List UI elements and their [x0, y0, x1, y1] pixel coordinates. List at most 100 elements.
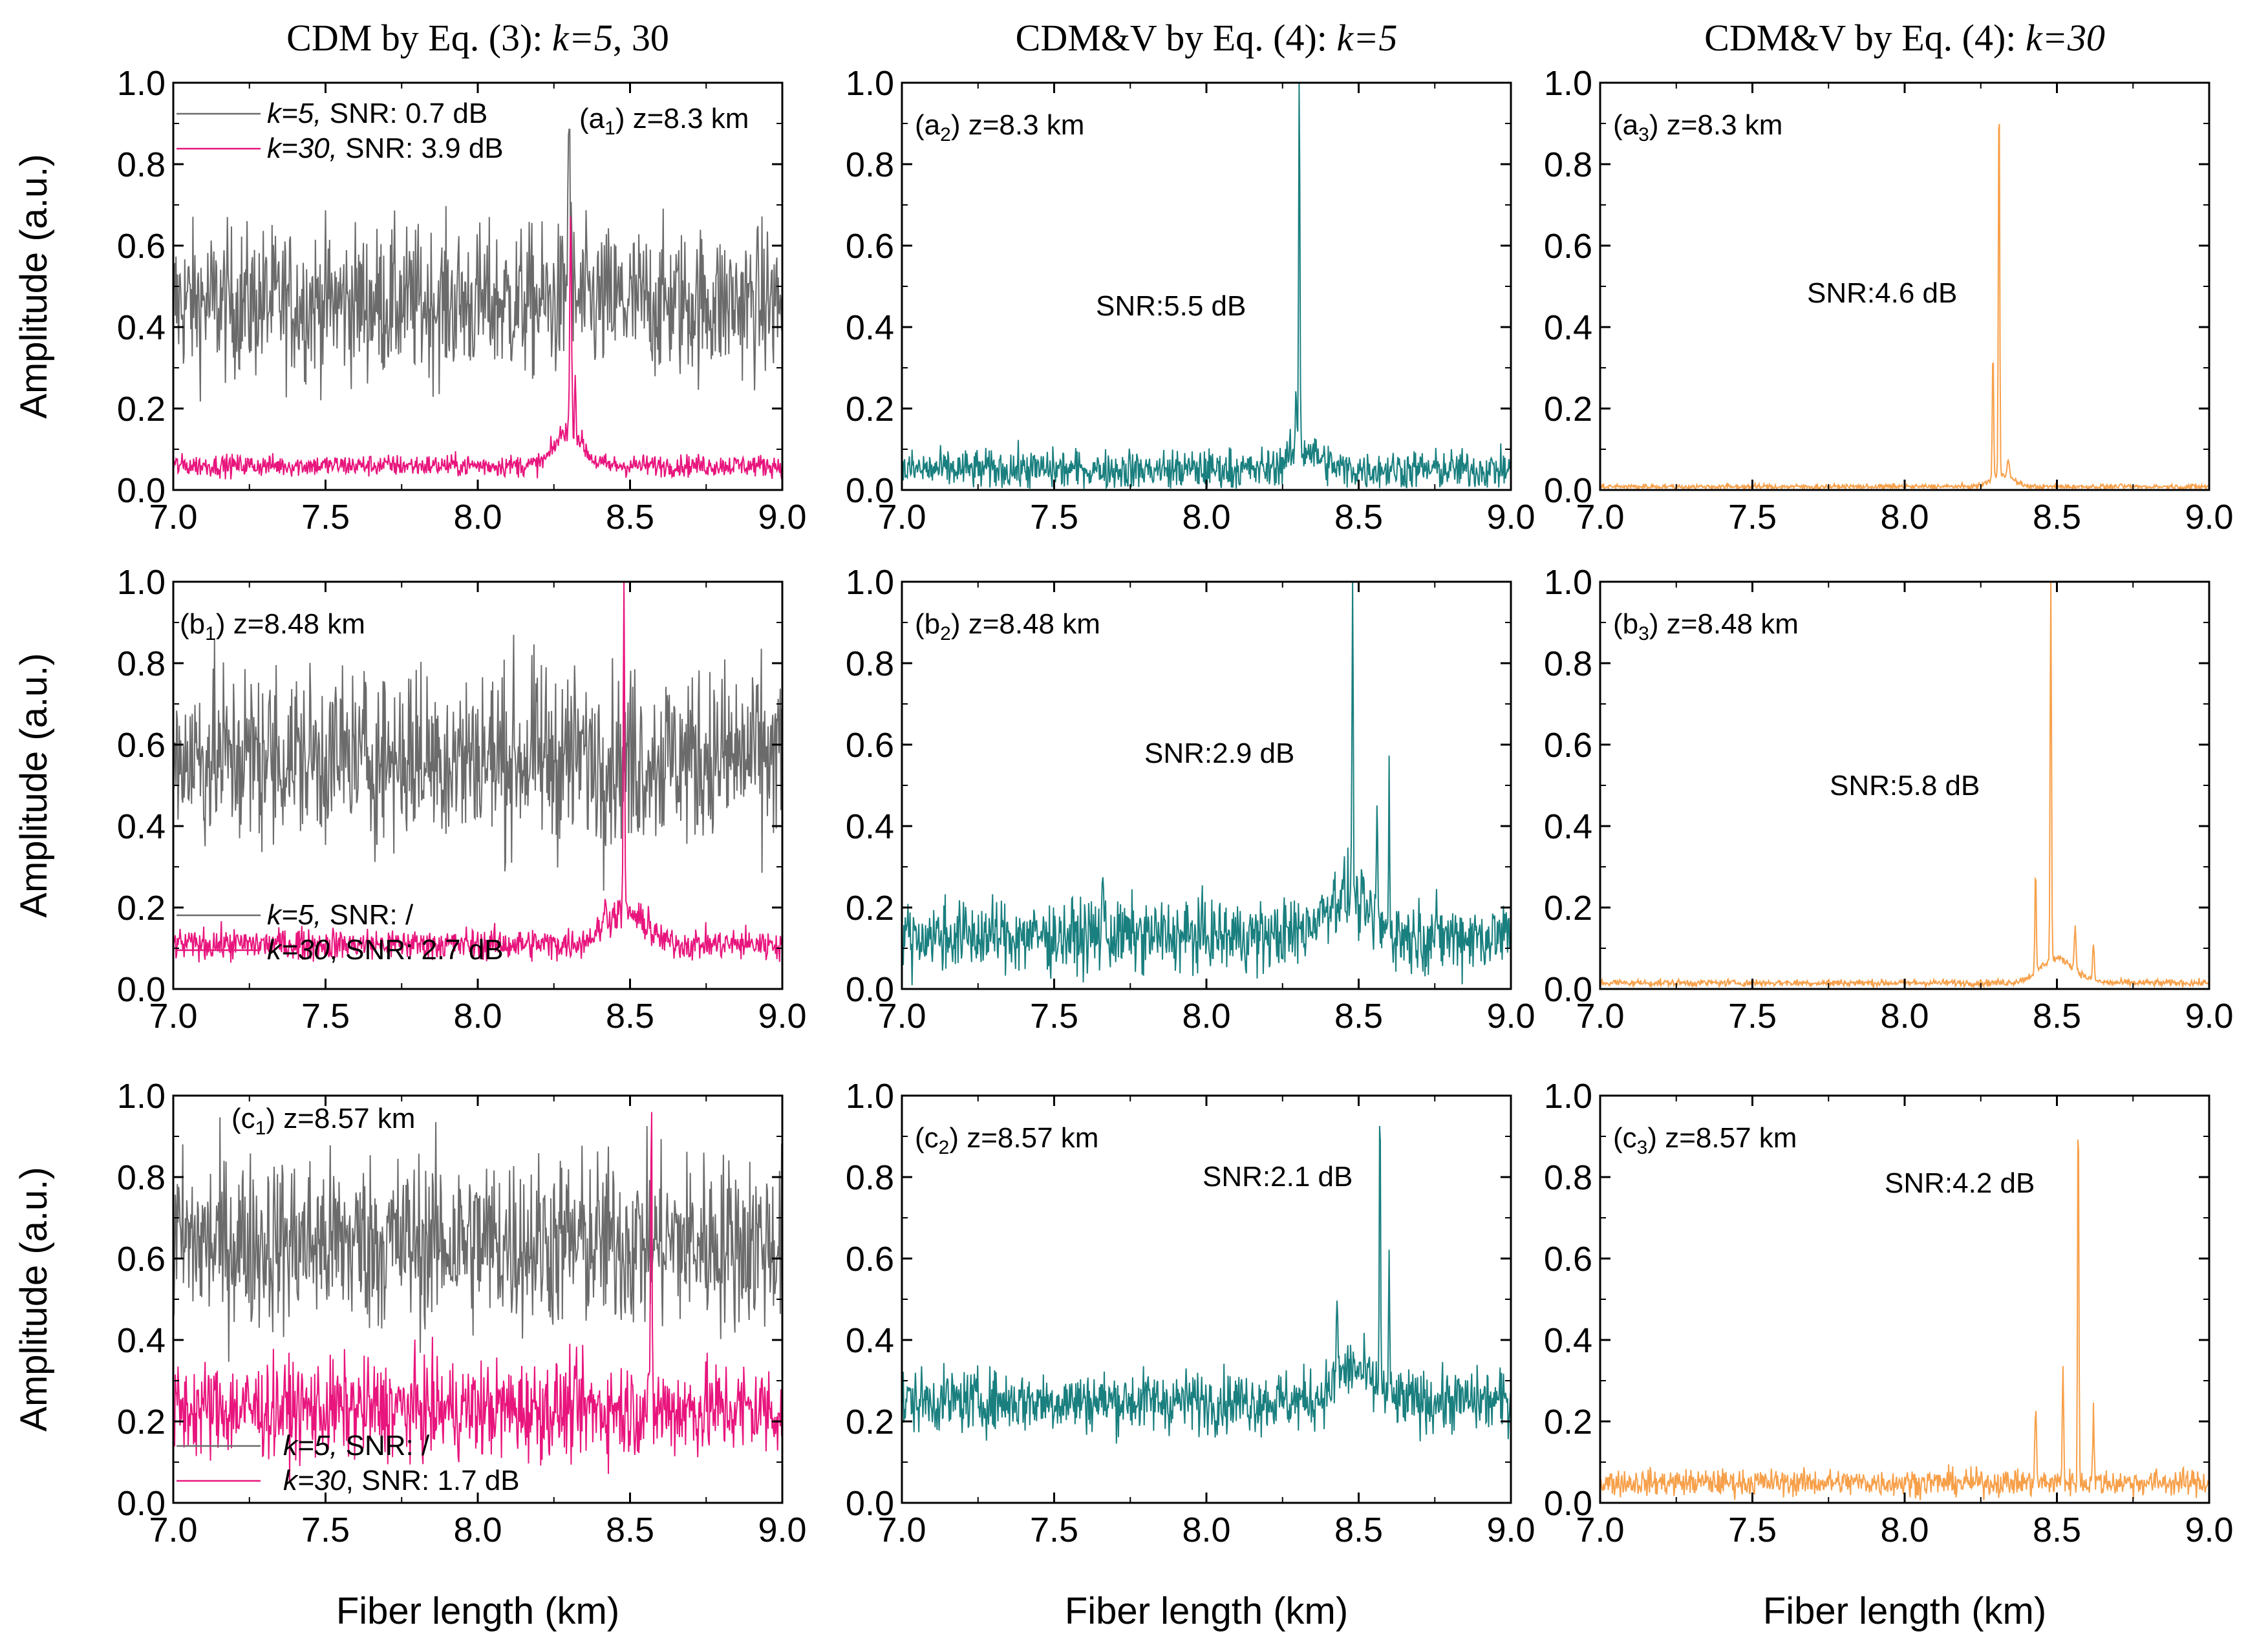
x-tick-label: 9.0 — [1486, 498, 1535, 537]
y-tick-label: 0.0 — [1544, 1484, 1592, 1523]
panel-label-letter: (b — [180, 608, 205, 640]
panel-label-letter: (b — [1613, 608, 1638, 640]
y-tick-label: 0.4 — [117, 308, 166, 347]
panel-label-position: ) z=8.48 km — [951, 608, 1100, 640]
y-tick-label: 0.6 — [1544, 726, 1592, 765]
x-tick-label: 7.0 — [1576, 1511, 1624, 1549]
x-tick-label: 8.0 — [453, 1511, 502, 1549]
y-tick-label: 0.8 — [1544, 644, 1592, 683]
y-tick-label: 0.0 — [117, 970, 166, 1009]
y-tick-label: 0.8 — [117, 1158, 166, 1197]
x-tick-label: 9.0 — [758, 997, 806, 1036]
x-tick-label: 7.0 — [149, 997, 197, 1036]
y-tick-label: 0.0 — [846, 970, 894, 1009]
series-line-k=5 — [173, 635, 782, 891]
x-tick-label: 8.0 — [1182, 997, 1230, 1036]
legend-entry: k=5, SNR: / — [283, 1430, 430, 1461]
y-tick-label: 0.0 — [1544, 471, 1592, 510]
snr-annotation: SNR:5.8 dB — [1830, 770, 1980, 802]
y-tick-label: 0.8 — [117, 644, 166, 683]
y-tick-label: 0.4 — [1544, 308, 1592, 347]
legend-entry: k=5, SNR: 0.7 dB — [267, 98, 487, 129]
panel-label-position: ) z=8.48 km — [216, 608, 365, 640]
series-line-k=30 — [1600, 1139, 2209, 1501]
plot-frame — [901, 1094, 1512, 1504]
y-tick-label: 0.8 — [1544, 1158, 1592, 1197]
x-tick-label: 7.5 — [1728, 997, 1777, 1036]
panel-label-subscript: 2 — [940, 623, 951, 644]
y-tick-label: 1.0 — [1544, 1077, 1592, 1116]
x-tick-label: 8.0 — [1880, 498, 1929, 537]
legend-key: k=5, — [267, 899, 321, 931]
x-tick-label: 9.0 — [1486, 1511, 1535, 1549]
x-tick-label: 8.5 — [2033, 997, 2081, 1036]
x-tick-label: 7.5 — [1030, 498, 1078, 537]
panel-a1: 0.0 0.2 0.4 0.6 0.8 1.0 7.0 7.5 8.0 8.5 9.0 (a1) z=… — [117, 64, 807, 537]
y-tick-label: 0.2 — [117, 390, 166, 429]
y-tick-label: 0.6 — [846, 726, 894, 765]
column-title-suffix: , 30 — [613, 17, 669, 59]
column-title-prefix: CDM&V by Eq. (4): — [1016, 17, 1337, 59]
y-tick-label: 0.8 — [1544, 145, 1592, 184]
panel-label-letter: (a — [1613, 109, 1639, 141]
snr-annotation: SNR:2.1 dB — [1203, 1161, 1353, 1193]
x-tick-label: 7.5 — [301, 1511, 350, 1549]
panel-label: (b1) z=8.48 km — [180, 608, 365, 644]
x-tick-label: 8.0 — [1182, 1511, 1230, 1549]
column-title-3: CDM&V by Eq. (4): k=30 — [1704, 17, 2105, 59]
x-tick-label: 9.0 — [2185, 498, 2233, 537]
panel-label: (b2) z=8.48 km — [915, 608, 1100, 644]
panel-label-subscript: 1 — [255, 1118, 266, 1139]
x-tick-label: 9.0 — [758, 1511, 806, 1549]
x-tick-label: 7.0 — [877, 498, 926, 537]
legend-text: SNR: / — [337, 1430, 430, 1461]
x-tick-label: 7.5 — [301, 498, 350, 537]
x-tick-label: 8.5 — [2033, 1511, 2081, 1549]
y-tick-label: 0.2 — [1544, 1403, 1592, 1441]
panel-label: (c1) z=8.57 km — [231, 1103, 415, 1139]
x-tick-label: 9.0 — [1486, 997, 1535, 1036]
legend-entry: k=30, SNR: 3.9 dB — [267, 133, 504, 164]
y-tick-label: 0.4 — [846, 308, 894, 347]
y-axis-label-row-3: Amplitude (a.u.) — [13, 1167, 55, 1431]
y-tick-label: 0.2 — [1544, 889, 1592, 928]
snr-annotation: SNR:4.2 dB — [1885, 1167, 2035, 1199]
panel-label-subscript: 2 — [939, 1137, 950, 1158]
y-tick-label: 0.6 — [846, 227, 894, 266]
panel-label: (c2) z=8.57 km — [915, 1122, 1098, 1158]
y-tick-label: 0.8 — [846, 145, 894, 184]
x-tick-label: 8.5 — [606, 1511, 654, 1549]
legend-entry: k=5, SNR: / — [267, 899, 414, 931]
y-tick-label: 1.0 — [1544, 563, 1592, 602]
x-tick-label: 7.5 — [1728, 1511, 1777, 1549]
panel-label-position: ) z=8.57 km — [1647, 1122, 1797, 1154]
legend-text: , SNR: 2.7 dB — [330, 934, 504, 966]
y-tick-label: 0.4 — [1544, 807, 1592, 846]
legend-text: SNR: / — [321, 899, 414, 931]
x-tick-label: 8.0 — [1182, 498, 1230, 537]
y-tick-label: 0.8 — [846, 1158, 894, 1197]
panel-c1: 0.0 0.2 0.4 0.6 0.8 1.0 7.0 7.5 8.0 8.5 9.0 (c1) z=… — [117, 1077, 807, 1549]
panel-label-letter: (a — [915, 109, 941, 141]
panel-label-position: ) z=8.48 km — [1649, 608, 1799, 640]
panel-label-letter: (b — [915, 608, 940, 640]
x-tick-label: 8.0 — [1880, 997, 1929, 1036]
legend-text: SNR: 3.9 dB — [337, 133, 504, 164]
x-axis-label-col-2: Fiber length (km) — [1065, 1590, 1348, 1632]
y-tick-label: 0.0 — [117, 1484, 166, 1523]
panel-b2: 0.0 0.2 0.4 0.6 0.8 1.0 7.0 7.5 8.0 8.5 9.0 (b2) z=… — [846, 563, 1535, 1036]
panel-label-subscript: 3 — [1638, 623, 1649, 644]
y-tick-label: 1.0 — [846, 64, 894, 103]
panel-label-letter: (c — [231, 1103, 255, 1134]
y-tick-label: 0.4 — [117, 1321, 166, 1360]
snr-annotation: SNR:4.6 dB — [1807, 277, 1957, 309]
panel-label-position: ) z=8.57 km — [266, 1103, 415, 1134]
panel-label-subscript: 3 — [1638, 124, 1649, 145]
y-tick-label: 0.6 — [1544, 1240, 1592, 1279]
series-line-k=30 — [173, 1112, 782, 1483]
y-tick-label: 1.0 — [846, 563, 894, 602]
y-tick-label: 0.2 — [846, 1403, 894, 1441]
y-tick-label: 1.0 — [1544, 64, 1592, 103]
panel-label-letter: (a — [579, 103, 605, 134]
y-tick-label: 0.2 — [846, 390, 894, 429]
